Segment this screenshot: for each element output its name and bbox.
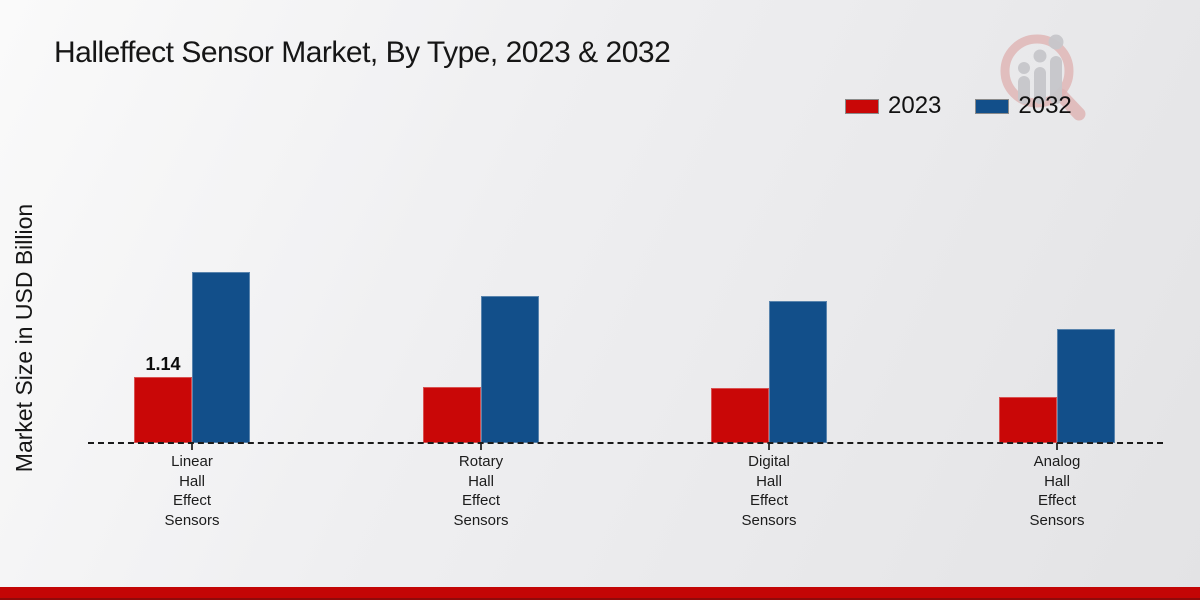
bar-2023-linear-hall-effect-sensors (134, 377, 192, 443)
legend-swatch-2032 (975, 98, 1010, 114)
bar-2032-rotary-hall-effect-sensors (481, 296, 539, 443)
data-label-2023: 1.14 (145, 354, 181, 374)
legend-swatch-2023 (845, 98, 879, 114)
legend: 2023 2032 (845, 92, 1072, 120)
legend-label-2032: 2032 (1018, 92, 1072, 119)
x-axis-tick (1056, 443, 1058, 450)
category-label-rotary-hall-effect-sensors: Rotary Hall Effect Sensors (453, 453, 509, 529)
bar-2023-analog-hall-effect-sensors (999, 397, 1057, 443)
bar-2032-digital-hall-effect-sensors (769, 301, 827, 443)
chart-title: Halleffect Sensor Market, By Type, 2023 … (54, 36, 671, 69)
category-label-linear-hall-effect-sensors: Linear Hall Effect Sensors (164, 453, 220, 529)
legend-item-2032: 2032 (975, 92, 1072, 120)
bar-2023-digital-hall-effect-sensors (711, 388, 769, 443)
legend-item-2023: 2023 (845, 92, 941, 120)
footer-red-bar (0, 587, 1200, 600)
legend-label-2023: 2023 (888, 92, 942, 119)
x-axis-tick (480, 443, 482, 450)
x-axis-baseline (88, 442, 1163, 444)
bar-2032-linear-hall-effect-sensors (192, 272, 250, 443)
x-axis-tick (768, 443, 770, 450)
category-label-digital-hall-effect-sensors: Digital Hall Effect Sensors (741, 453, 797, 529)
x-axis-tick (191, 443, 193, 450)
bar-2032-analog-hall-effect-sensors (1057, 329, 1115, 443)
bar-2023-rotary-hall-effect-sensors (423, 387, 481, 443)
magnifier-chart-watermark-icon (1000, 34, 1086, 121)
category-label-analog-hall-effect-sensors: Analog Hall Effect Sensors (1029, 453, 1085, 529)
